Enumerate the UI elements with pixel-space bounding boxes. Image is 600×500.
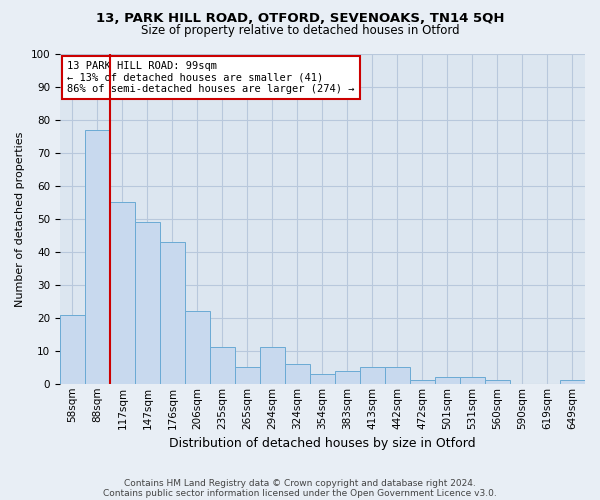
- Bar: [560, 380, 585, 384]
- Text: 13 PARK HILL ROAD: 99sqm
← 13% of detached houses are smaller (41)
86% of semi-d: 13 PARK HILL ROAD: 99sqm ← 13% of detach…: [67, 61, 355, 94]
- Bar: [60, 314, 85, 384]
- Bar: [460, 377, 485, 384]
- X-axis label: Distribution of detached houses by size in Otford: Distribution of detached houses by size …: [169, 437, 476, 450]
- Bar: [335, 370, 360, 384]
- Bar: [285, 364, 310, 384]
- Bar: [135, 222, 160, 384]
- Bar: [160, 242, 185, 384]
- Text: Size of property relative to detached houses in Otford: Size of property relative to detached ho…: [140, 24, 460, 37]
- Bar: [235, 368, 260, 384]
- Bar: [85, 130, 110, 384]
- Y-axis label: Number of detached properties: Number of detached properties: [15, 131, 25, 306]
- Bar: [385, 368, 410, 384]
- Bar: [185, 311, 210, 384]
- Bar: [110, 202, 135, 384]
- Bar: [360, 368, 385, 384]
- Bar: [410, 380, 435, 384]
- Bar: [210, 348, 235, 384]
- Bar: [485, 380, 510, 384]
- Text: Contains HM Land Registry data © Crown copyright and database right 2024.: Contains HM Land Registry data © Crown c…: [124, 478, 476, 488]
- Text: Contains public sector information licensed under the Open Government Licence v3: Contains public sector information licen…: [103, 488, 497, 498]
- Bar: [310, 374, 335, 384]
- Text: 13, PARK HILL ROAD, OTFORD, SEVENOAKS, TN14 5QH: 13, PARK HILL ROAD, OTFORD, SEVENOAKS, T…: [96, 12, 504, 26]
- Bar: [260, 348, 285, 384]
- Bar: [435, 377, 460, 384]
